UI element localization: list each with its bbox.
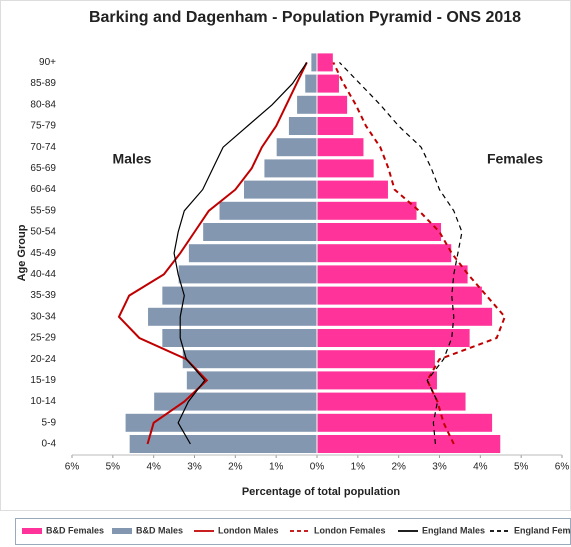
bar	[263, 158, 318, 179]
y-tick-label: 15-19	[30, 375, 56, 386]
bar	[128, 434, 318, 454]
legend-label: London Males	[218, 525, 279, 535]
x-tick-label: 2%	[391, 462, 406, 473]
x-tick-label: 1%	[269, 462, 284, 473]
legend-swatch	[112, 528, 132, 534]
y-tick-label: 40-44	[30, 269, 56, 280]
y-tick-label: 50-54	[30, 227, 56, 238]
x-tick-label: 2%	[228, 462, 243, 473]
x-tick-label: 6%	[65, 462, 80, 473]
y-tick-label: 70-74	[30, 142, 56, 153]
y-tick-label: 55-59	[30, 205, 56, 216]
line	[117, 61, 308, 445]
legend-label: England Males	[422, 525, 485, 535]
bar	[316, 222, 443, 242]
bar	[316, 73, 340, 94]
bar	[275, 137, 318, 158]
bar	[187, 243, 318, 264]
y-axis-label: Age Group	[16, 224, 28, 281]
x-tick-label: 4%	[146, 462, 161, 473]
bar	[316, 243, 453, 264]
bar	[316, 200, 418, 221]
bar	[316, 158, 375, 179]
bar	[316, 94, 349, 115]
y-tick-label: 35-39	[30, 290, 56, 301]
bar	[185, 370, 318, 391]
y-tick-label: 20-24	[30, 354, 56, 365]
annotation: Males	[113, 151, 152, 167]
bar	[161, 285, 318, 306]
x-tick-label: 3%	[432, 462, 447, 473]
y-tick-label: 25-29	[30, 333, 56, 344]
bar	[304, 73, 318, 94]
line	[332, 61, 506, 445]
bar	[161, 328, 318, 348]
x-tick-label: 5%	[514, 462, 529, 473]
y-tick-label: 90+	[39, 57, 56, 68]
chart-title: Barking and Dagenham - Population Pyrami…	[89, 9, 521, 26]
x-tick-label: 1%	[351, 462, 366, 473]
bar	[316, 52, 334, 73]
y-tick-label: 30-34	[30, 311, 56, 322]
legend-label: B&D Females	[46, 525, 104, 535]
legend-swatch	[22, 528, 42, 534]
bar	[124, 412, 318, 433]
annotation: Females	[487, 151, 543, 167]
bar	[177, 264, 318, 285]
y-tick-label: 80-84	[30, 99, 56, 110]
bar	[181, 349, 318, 370]
x-tick-label: 4%	[473, 462, 488, 473]
bar	[316, 349, 436, 370]
line	[173, 62, 308, 445]
bar	[316, 306, 494, 327]
y-tick-label: 0-4	[42, 439, 57, 450]
y-tick-label: 75-79	[30, 121, 56, 132]
bar	[153, 391, 318, 412]
bar	[147, 306, 318, 327]
y-tick-label: 65-69	[30, 163, 56, 174]
bar	[316, 328, 471, 348]
y-tick-label: 5-9	[42, 417, 57, 428]
x-tick-label: 0%	[310, 462, 325, 473]
legend-label: London Females	[314, 525, 386, 535]
legend-label: B&D Males	[136, 525, 183, 535]
bar	[287, 116, 318, 136]
x-tick-label: 6%	[555, 462, 570, 473]
x-axis-label: Percentage of total population	[242, 486, 401, 498]
bar	[218, 200, 318, 221]
x-tick-label: 3%	[187, 462, 202, 473]
bar	[316, 179, 389, 200]
bar	[316, 370, 438, 391]
bar	[316, 391, 467, 412]
bar	[316, 434, 502, 454]
bar	[316, 116, 355, 136]
bar	[243, 179, 318, 200]
x-tick-label: 5%	[106, 462, 121, 473]
y-tick-label: 10-14	[30, 396, 56, 407]
legend-label: England Females	[514, 525, 571, 535]
bar	[316, 412, 494, 433]
y-tick-label: 45-49	[30, 248, 56, 259]
y-tick-label: 85-89	[30, 78, 56, 89]
bar	[296, 94, 318, 115]
y-tick-label: 60-64	[30, 184, 56, 195]
legend-box	[15, 518, 571, 545]
line	[339, 61, 463, 445]
bar	[316, 285, 483, 306]
bar	[310, 52, 318, 73]
bar	[316, 264, 469, 285]
bar	[316, 137, 365, 158]
bar	[202, 222, 318, 242]
